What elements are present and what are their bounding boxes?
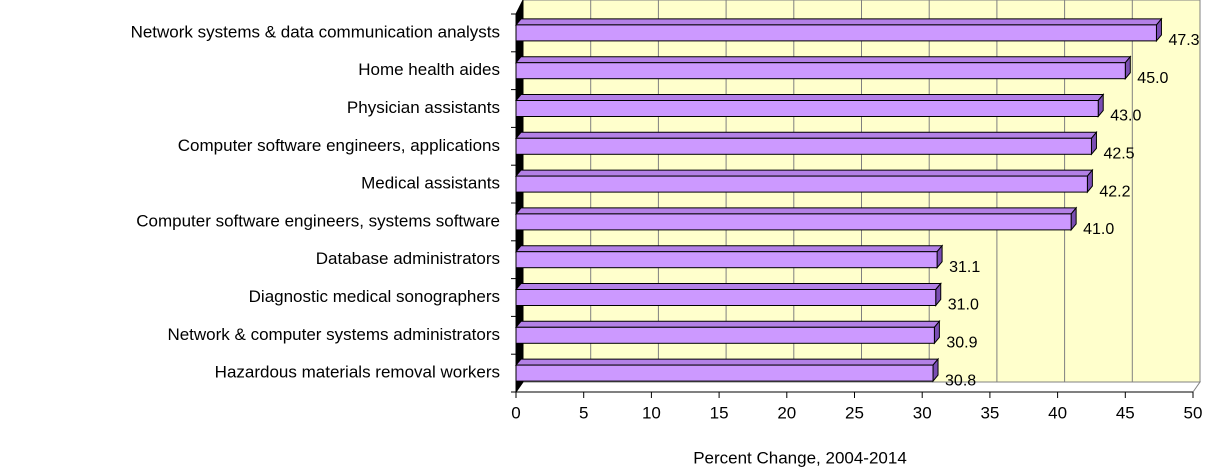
y-tick-label: Physician assistants xyxy=(347,98,500,117)
bar xyxy=(515,137,1092,155)
x-tick-label: 35 xyxy=(980,403,999,422)
x-tick-label: 10 xyxy=(642,403,661,422)
x-tick-label: 5 xyxy=(579,403,588,422)
y-tick-label: Home health aides xyxy=(358,60,500,79)
plot-floor xyxy=(515,381,1201,393)
bar-top-face xyxy=(514,320,941,328)
bar-top-face xyxy=(514,207,1078,215)
bar-top-face xyxy=(514,94,1105,101)
value-label: 42.5 xyxy=(1103,146,1134,163)
x-axis-title: Percent Change, 2004-2014 xyxy=(693,448,907,467)
x-tick-label: 40 xyxy=(1048,403,1067,422)
value-label: 41.0 xyxy=(1083,221,1114,238)
value-label: 31.0 xyxy=(948,297,979,314)
bar-top-face xyxy=(514,245,944,253)
bar xyxy=(515,364,934,382)
bar-top-face xyxy=(514,56,1132,64)
x-tick-label: 45 xyxy=(1116,403,1135,422)
y-tick-label: Database administrators xyxy=(316,249,500,268)
y-tick-label: Medical assistants xyxy=(361,174,500,193)
y-tick-label: Computer software engineers, application… xyxy=(178,136,500,155)
bar xyxy=(515,289,937,306)
bar xyxy=(515,326,935,344)
value-label: 31.1 xyxy=(949,259,980,276)
y-tick-label: Network systems & data communication ana… xyxy=(131,22,500,41)
y-tick-label: Network & computer systems administrator… xyxy=(167,325,500,344)
value-label: 43.0 xyxy=(1110,108,1141,125)
bar xyxy=(515,100,1099,117)
value-label: 47.3 xyxy=(1168,32,1199,49)
value-label: 30.8 xyxy=(945,372,976,389)
bar-top-face xyxy=(514,358,940,366)
y-tick-label: Diagnostic medical sonographers xyxy=(249,287,500,306)
x-tick-label: 50 xyxy=(1184,403,1203,422)
y-tick-label: Computer software engineers, systems sof… xyxy=(136,211,500,230)
bar-top-face xyxy=(514,131,1098,139)
x-tick-label: 30 xyxy=(913,403,932,422)
bar xyxy=(515,175,1088,193)
x-tick-label: 15 xyxy=(710,403,729,422)
bar xyxy=(515,62,1126,80)
value-label: 30.9 xyxy=(946,335,977,352)
bar-top-face xyxy=(514,18,1163,26)
x-tick-label: 25 xyxy=(845,403,864,422)
bar xyxy=(515,251,938,269)
y-tick-label: Hazardous materials removal workers xyxy=(215,363,500,382)
value-label: 42.2 xyxy=(1099,183,1130,200)
bar-top-face xyxy=(514,283,942,290)
x-tick-label: 0 xyxy=(511,403,520,422)
value-label: 45.0 xyxy=(1137,70,1168,87)
bar-top-face xyxy=(514,169,1094,177)
bar xyxy=(515,213,1072,231)
x-tick-label: 20 xyxy=(777,403,796,422)
bar xyxy=(515,24,1157,42)
